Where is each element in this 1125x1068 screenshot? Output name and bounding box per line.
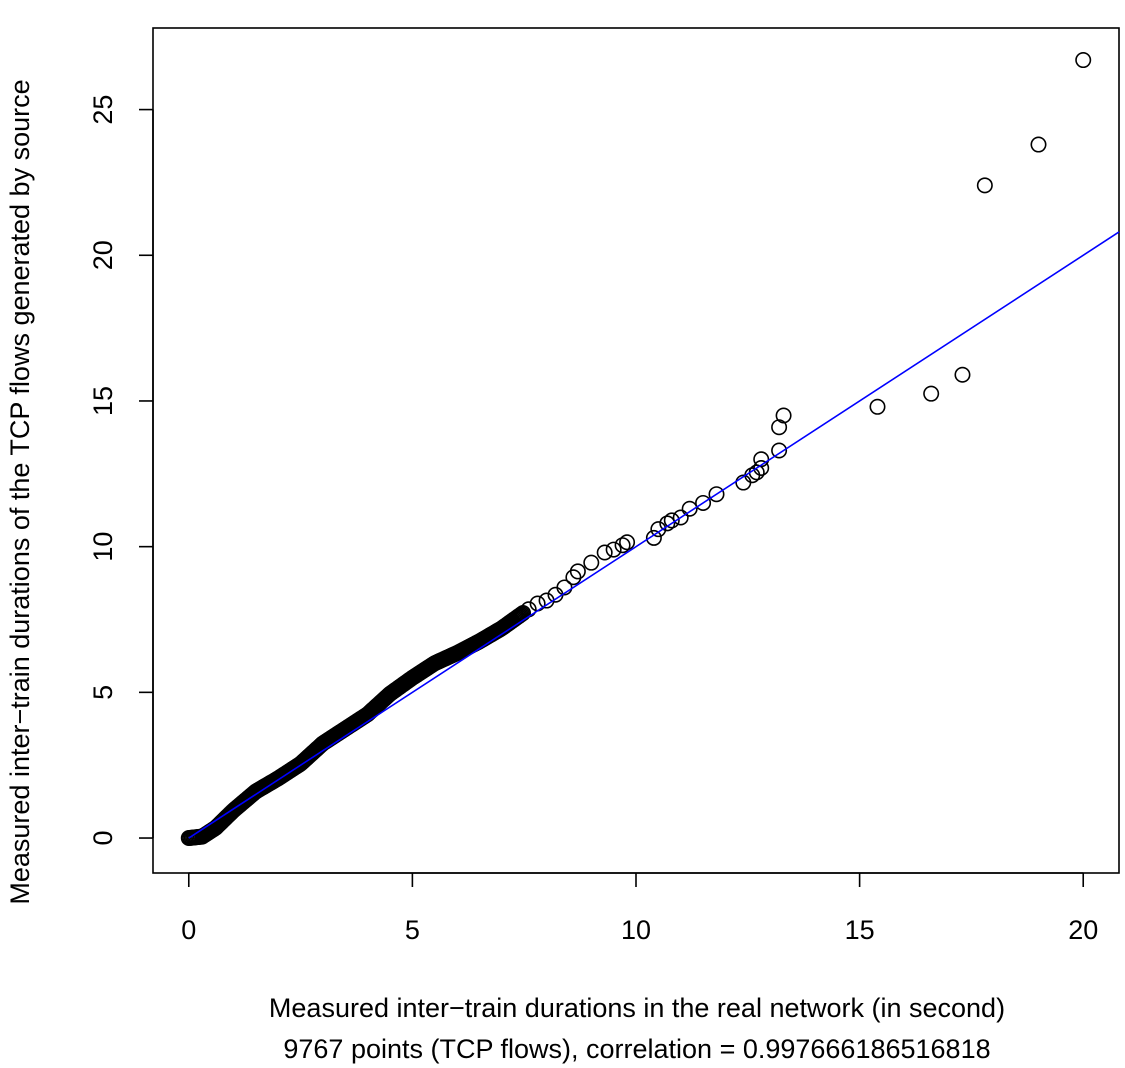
- x-tick-label: 20: [1068, 915, 1098, 945]
- y-tick-label: 15: [88, 386, 118, 416]
- y-axis: 0 5 10 15 20 25: [88, 95, 154, 846]
- data-point: [619, 534, 636, 551]
- x-tick-label: 0: [181, 915, 196, 945]
- data-point: [708, 486, 725, 503]
- data-point: [659, 515, 676, 532]
- data-point: [672, 509, 689, 526]
- data-point: [923, 385, 940, 402]
- x-axis-title: Measured inter−train durations in the re…: [269, 993, 1005, 1023]
- points-group: [180, 52, 1092, 847]
- y-axis-title: Measured inter−train durations of the TC…: [5, 79, 35, 904]
- plot-frame: [152, 27, 1120, 874]
- data-point: [976, 177, 993, 194]
- y-tick-label: 20: [88, 240, 118, 270]
- y-tick-label: 0: [88, 831, 118, 846]
- x-axis: 0 5 10 15 20: [181, 872, 1098, 945]
- data-point: [556, 579, 573, 596]
- data-point: [775, 407, 792, 424]
- data-point: [695, 494, 712, 511]
- data-point: [869, 398, 886, 415]
- data-point: [681, 500, 698, 517]
- data-point: [605, 541, 622, 558]
- data-point: [954, 366, 971, 383]
- data-point: [569, 563, 586, 580]
- y-tick-label: 25: [88, 95, 118, 125]
- data-point: [771, 419, 788, 436]
- x-tick-label: 5: [405, 915, 420, 945]
- data-point: [753, 459, 770, 476]
- data-point: [753, 451, 770, 468]
- data-point: [650, 521, 667, 538]
- data-point: [771, 442, 788, 459]
- fit-line-group: [188, 231, 1120, 839]
- data-point: [583, 554, 600, 571]
- data-point: [663, 512, 680, 529]
- data-point: [614, 537, 631, 554]
- data-point: [596, 544, 613, 561]
- x-tick-label: 10: [621, 915, 651, 945]
- y-tick-label: 10: [88, 532, 118, 562]
- data-point: [1075, 52, 1092, 69]
- data-point: [1030, 136, 1047, 153]
- fit-line: [188, 231, 1120, 839]
- x-tick-label: 15: [845, 915, 875, 945]
- y-tick-label: 5: [88, 685, 118, 700]
- data-point: [645, 529, 662, 546]
- x-axis-subtitle: 9767 points (TCP flows), correlation = 0…: [283, 1034, 990, 1064]
